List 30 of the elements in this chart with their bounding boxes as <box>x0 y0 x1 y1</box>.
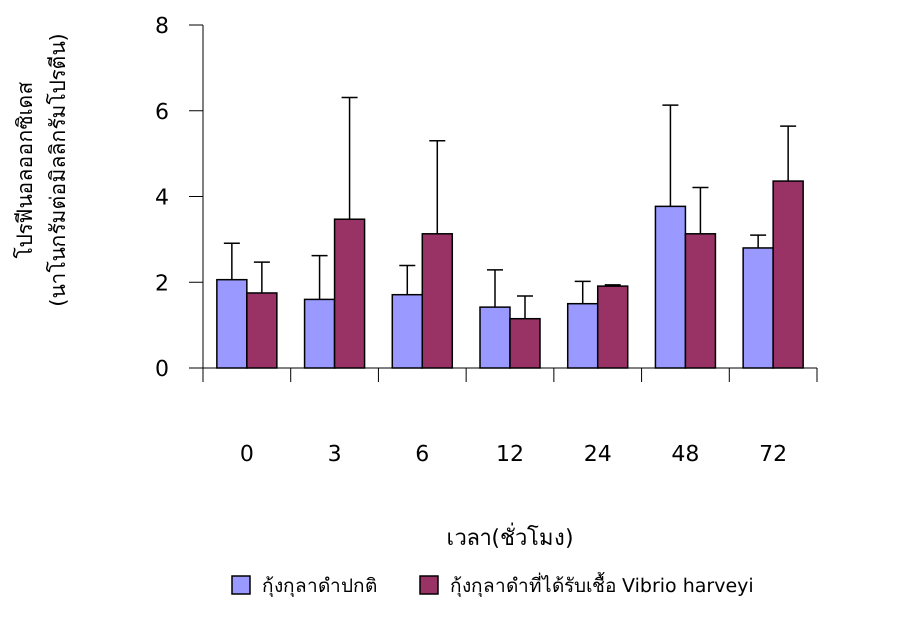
bar <box>566 302 598 369</box>
bar <box>772 180 804 369</box>
bar <box>246 292 278 369</box>
y-tick-label: 8 <box>155 14 169 39</box>
legend-label: กุ้งกุลาดำที่ได้รับเชื้อ Vibrio harveyi <box>450 572 754 598</box>
x-axis-title: เวลา(ชั่วโมง) <box>446 522 574 551</box>
y-axis-title: โปรฟีนอลออกซิเดส (นาโนกรัมต่อมิลลิกรัมโปรตีน) <box>13 33 70 307</box>
legend-label: กุ้งกุลาดำปกติ <box>262 575 377 598</box>
x-tick-label: 12 <box>496 442 524 467</box>
bar <box>422 233 454 369</box>
x-tick-label: 3 <box>328 442 342 467</box>
x-tick-label: 6 <box>415 442 430 467</box>
y-tick-label: 6 <box>155 100 169 125</box>
x-tick-label: 72 <box>759 442 788 467</box>
bar <box>596 285 628 369</box>
x-tick-label: 48 <box>671 442 700 467</box>
x-tick-label: 24 <box>584 442 612 467</box>
bar <box>654 206 686 369</box>
y-tick-label: 0 <box>155 357 169 382</box>
bar <box>479 306 511 369</box>
bar <box>509 318 541 369</box>
y-tick-label: 2 <box>155 271 169 296</box>
y-tick-label: 4 <box>155 186 169 210</box>
bar <box>304 298 336 369</box>
bar <box>392 294 424 369</box>
bar <box>742 247 774 369</box>
x-tick-label: 0 <box>240 442 254 467</box>
bar <box>334 218 366 369</box>
bar <box>216 278 248 369</box>
bar <box>684 233 716 369</box>
